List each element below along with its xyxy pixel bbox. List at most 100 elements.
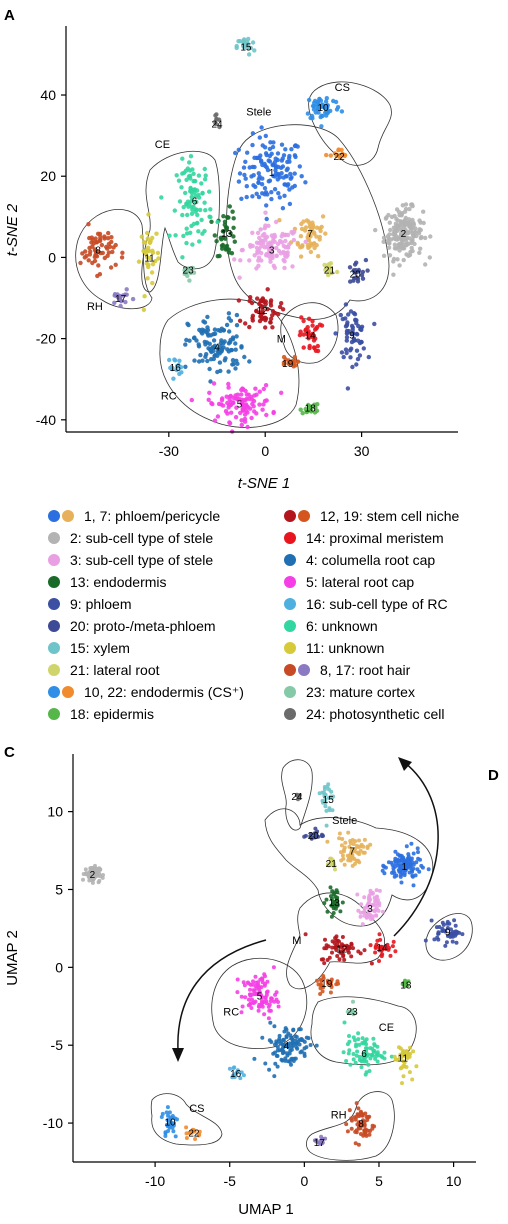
point-cluster-5 [256, 1008, 261, 1013]
point-cluster-7 [347, 844, 352, 849]
legend-label: 12, 19: stem cell niche [320, 508, 460, 524]
point-cluster-2 [418, 220, 423, 225]
point-cluster-23 [184, 269, 189, 275]
point-cluster-4 [207, 341, 212, 346]
point-cluster-6 [184, 202, 189, 207]
point-cluster-9 [444, 940, 449, 945]
point-cluster-4 [224, 322, 230, 328]
point-cluster-3 [237, 275, 242, 280]
point-cluster-5 [242, 983, 247, 988]
point-cluster-8 [106, 230, 111, 236]
point-cluster-1 [254, 191, 259, 196]
point-cluster-14 [385, 942, 390, 947]
point-cluster-10 [339, 109, 345, 114]
point-cluster-9 [460, 932, 465, 937]
point-cluster-6 [196, 173, 202, 178]
point-cluster-6 [351, 1052, 356, 1056]
point-cluster-11 [407, 1054, 412, 1059]
point-cluster-5 [271, 965, 276, 970]
legend-swatch [284, 576, 296, 588]
point-cluster-4 [280, 1058, 285, 1063]
point-cluster-7 [342, 862, 347, 867]
point-cluster-7 [340, 853, 345, 858]
point-cluster-6 [192, 187, 197, 192]
point-cluster-4 [283, 1058, 288, 1063]
point-cluster-21 [333, 867, 337, 872]
point-cluster-7 [309, 223, 314, 229]
point-cluster-12 [279, 301, 284, 306]
point-cluster-10 [165, 1105, 170, 1110]
point-cluster-5 [240, 1004, 245, 1009]
point-cluster-4 [216, 328, 221, 333]
point-cluster-11 [141, 240, 147, 245]
point-cluster-15 [234, 45, 239, 51]
point-cluster-6 [173, 233, 178, 238]
point-cluster-3 [258, 227, 263, 232]
point-cluster-11 [150, 280, 155, 286]
point-cluster-5 [264, 999, 269, 1004]
point-cluster-1 [280, 156, 285, 161]
point-cluster-8 [98, 250, 103, 256]
point-cluster-5 [234, 405, 239, 410]
point-cluster-5 [271, 410, 276, 416]
point-cluster-10 [317, 97, 322, 102]
point-cluster-15 [324, 808, 329, 813]
point-cluster-6 [342, 1020, 347, 1025]
cluster-label-19: 19 [321, 979, 333, 990]
point-cluster-6 [364, 1037, 369, 1042]
point-cluster-1 [411, 851, 416, 856]
point-cluster-5 [266, 1016, 271, 1021]
point-cluster-10 [323, 99, 329, 104]
legend-swatch [284, 620, 296, 632]
point-cluster-4 [297, 1042, 302, 1047]
point-cluster-5 [242, 406, 247, 411]
point-cluster-14 [315, 348, 321, 354]
legend-label: 13: endodermis [70, 574, 167, 590]
legend-label: 24: photosynthetic cell [306, 706, 445, 722]
point-cluster-11 [404, 1049, 409, 1054]
point-cluster-4 [252, 1056, 257, 1061]
point-cluster-12 [243, 321, 248, 326]
cluster-label-24: 24 [211, 119, 223, 130]
point-cluster-19 [321, 985, 326, 990]
point-cluster-11 [144, 248, 149, 253]
point-cluster-12 [340, 935, 345, 939]
point-cluster-6 [188, 186, 193, 191]
point-cluster-2 [398, 235, 404, 240]
point-cluster-14 [393, 949, 398, 954]
point-cluster-5 [227, 397, 232, 402]
point-cluster-2 [411, 220, 416, 226]
point-cluster-3 [263, 210, 268, 215]
legend-swatch [284, 532, 296, 544]
trajectory-arrowhead-down [172, 1048, 184, 1062]
point-cluster-7 [318, 228, 323, 234]
point-cluster-2 [101, 873, 105, 877]
point-cluster-22 [184, 1125, 189, 1130]
point-cluster-6 [200, 231, 205, 236]
region-outline-cs [308, 81, 392, 166]
point-cluster-2 [410, 238, 415, 244]
point-cluster-14 [303, 328, 308, 333]
point-cluster-3 [282, 259, 287, 264]
cluster-label-23: 23 [183, 266, 195, 277]
point-cluster-5 [244, 392, 250, 397]
point-cluster-5 [268, 1008, 273, 1013]
point-cluster-1 [279, 142, 285, 147]
panel-label-a: A [4, 7, 15, 24]
point-cluster-4 [184, 337, 189, 343]
point-cluster-5 [250, 982, 255, 987]
region-outline-ce [310, 996, 417, 1066]
point-cluster-10 [171, 1129, 176, 1134]
point-cluster-6 [359, 1065, 364, 1070]
point-cluster-16 [171, 376, 176, 381]
point-cluster-16 [175, 363, 180, 369]
point-cluster-13 [231, 225, 236, 230]
region-outline-cs [150, 1093, 223, 1146]
point-cluster-23 [185, 273, 190, 279]
point-cluster-6 [389, 1054, 394, 1059]
point-cluster-14 [373, 950, 378, 955]
umap-y-axis-title: UMAP 2 [4, 930, 21, 986]
point-cluster-4 [277, 1033, 282, 1038]
